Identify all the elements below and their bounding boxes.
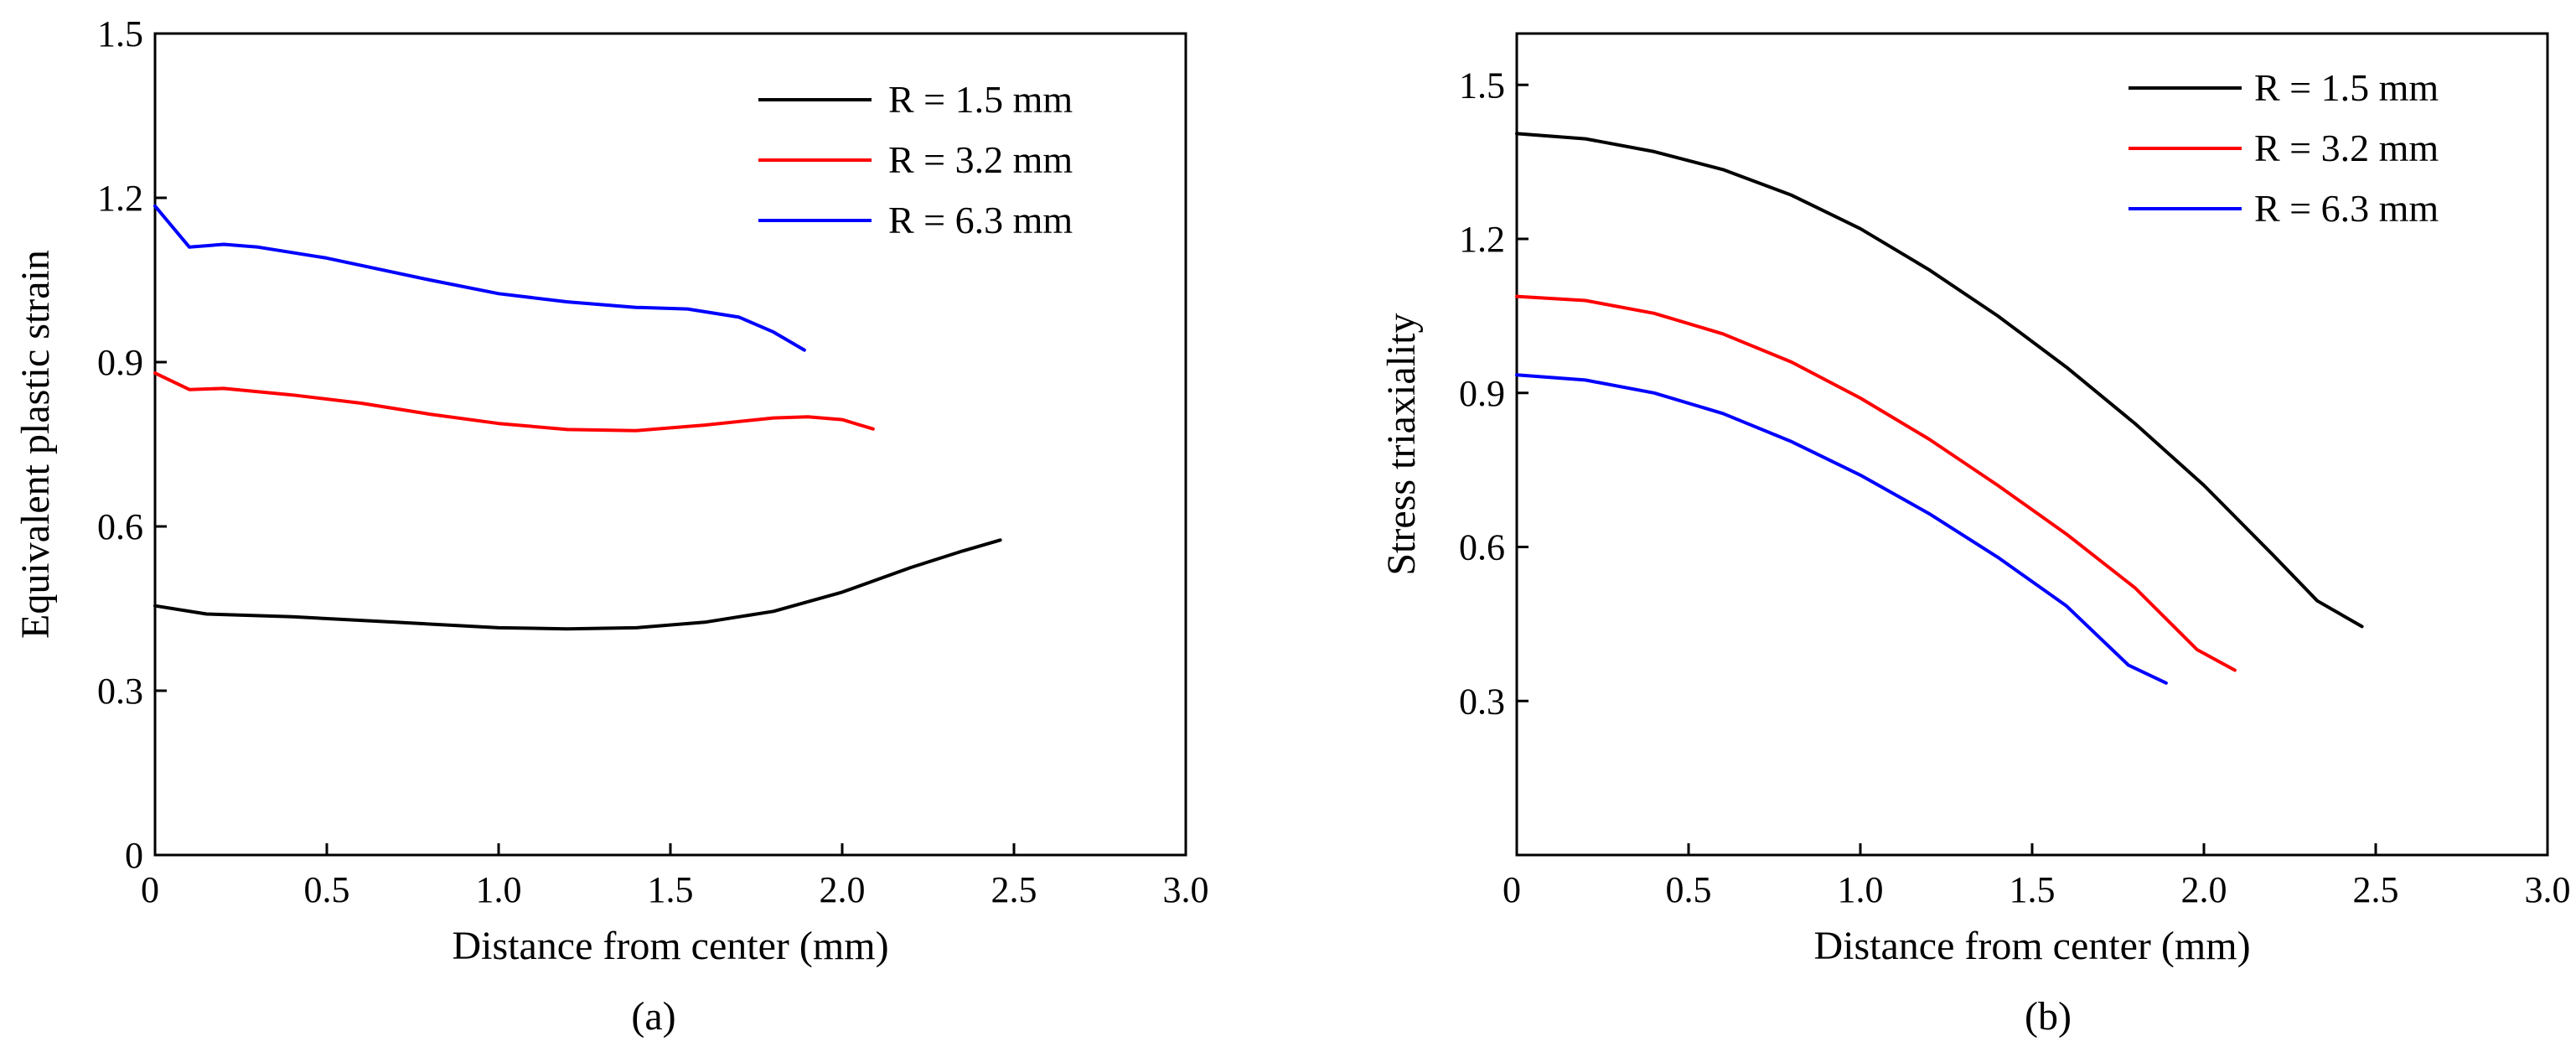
x-tick-label-b: 1.0 [1838, 869, 1884, 910]
series-line-a-1 [153, 538, 1002, 631]
x-tick-label-a: 0.5 [304, 869, 350, 910]
x-tick-label-b: 1.5 [2010, 869, 2056, 910]
legend-label-a-1: R = 1.5 mm [888, 78, 1073, 121]
panel-label-b: (b) [2025, 994, 2072, 1039]
x-tick-label-b: 0.5 [1666, 869, 1712, 910]
y-tick-label-b: 1.2 [1459, 219, 1505, 260]
y-tick-label-b: 0.3 [1459, 681, 1505, 722]
legend-label-a-3: R = 6.3 mm [888, 199, 1073, 241]
panel-label-a: (a) [631, 994, 675, 1039]
y-tick-label-a: 1.2 [97, 178, 143, 219]
x-tick-label-b: 0 [1503, 869, 1521, 910]
x-tick-label-b: 2.0 [2181, 869, 2227, 910]
x-tick-label-a: 0 [141, 869, 159, 910]
series-line-b-1 [1515, 132, 2364, 629]
x-tick-label-a: 3.0 [1163, 869, 1209, 910]
legend-label-b-3: R = 6.3 mm [2254, 187, 2439, 230]
x-tick-label-a: 1.5 [648, 869, 694, 910]
series-line-a-2 [153, 371, 875, 433]
y-tick-label-a: 0.6 [97, 506, 143, 547]
y-tick-label-a: 1.5 [97, 13, 143, 54]
x-axis-label-a: Distance from center (mm) [452, 924, 888, 968]
y-tick-label-b: 0.6 [1459, 527, 1505, 568]
chart-panel-b: 0 0.5 1.0 1.5 2.0 2.5 3.0 0.3 0.6 0.9 1.2 1.5 Distan… [1379, 32, 2571, 968]
y-axis-label-a: Equivalent plastic strain [13, 250, 58, 639]
chart-panel-a: 0 0.5 1.0 1.5 2.0 2.5 3.0 0 0.3 0.6 0.9 1.2 1.5 Dista… [13, 13, 1209, 968]
y-tick-label-b: 1.5 [1459, 65, 1505, 106]
x-tick-label-b: 2.5 [2353, 869, 2399, 910]
x-axis-label-b: Distance from center (mm) [1813, 924, 2250, 968]
legend-label-a-2: R = 3.2 mm [888, 138, 1073, 181]
y-tick-label-a: 0.3 [97, 671, 143, 712]
x-tick-label-a: 2.5 [991, 869, 1037, 910]
series-line-a-3 [153, 204, 806, 352]
x-tick-label-a: 2.0 [820, 869, 866, 910]
y-axis-label-b: Stress triaxiality [1379, 313, 1424, 575]
y-tick-label-b: 0.9 [1459, 373, 1505, 414]
series-line-b-2 [1515, 294, 2237, 672]
legend-label-b-2: R = 3.2 mm [2254, 127, 2439, 169]
x-tick-label-b: 3.0 [2525, 869, 2571, 910]
series-line-b-3 [1515, 373, 2168, 685]
x-tick-label-a: 1.0 [476, 869, 522, 910]
y-tick-label-a: 0 [125, 835, 143, 876]
y-tick-label-a: 0.9 [97, 342, 143, 383]
legend-label-b-1: R = 1.5 mm [2254, 66, 2439, 109]
